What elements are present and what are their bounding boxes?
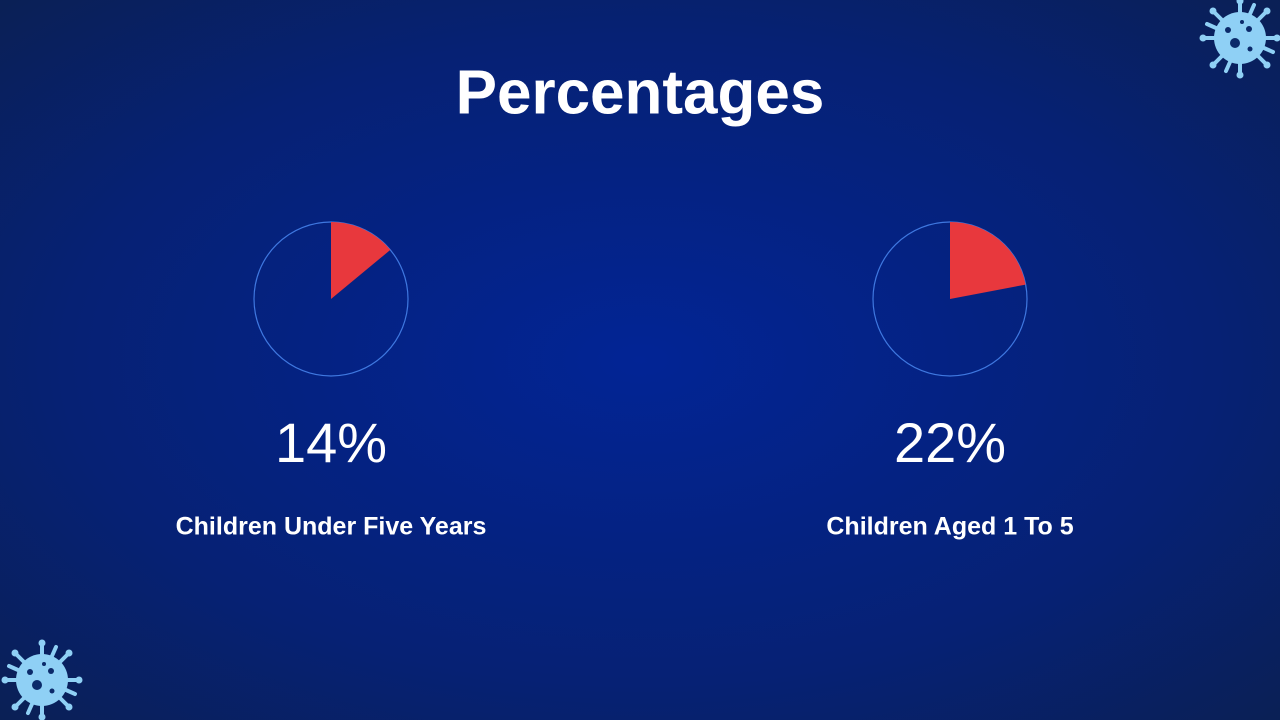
virus-icon <box>0 637 85 720</box>
virus-icon <box>1197 0 1280 81</box>
category-label: Children Aged 1 To 5 <box>826 513 1073 541</box>
pie-slice <box>950 222 1026 299</box>
slide-title: Percentages <box>456 58 825 127</box>
category-label: Children Under Five Years <box>176 513 487 541</box>
pie-slice <box>331 222 391 299</box>
percentage-label: 22% <box>894 411 1006 474</box>
percentage-label: 14% <box>275 411 387 474</box>
charts: 14% Children Under Five Years 22% Children … <box>176 221 1074 541</box>
